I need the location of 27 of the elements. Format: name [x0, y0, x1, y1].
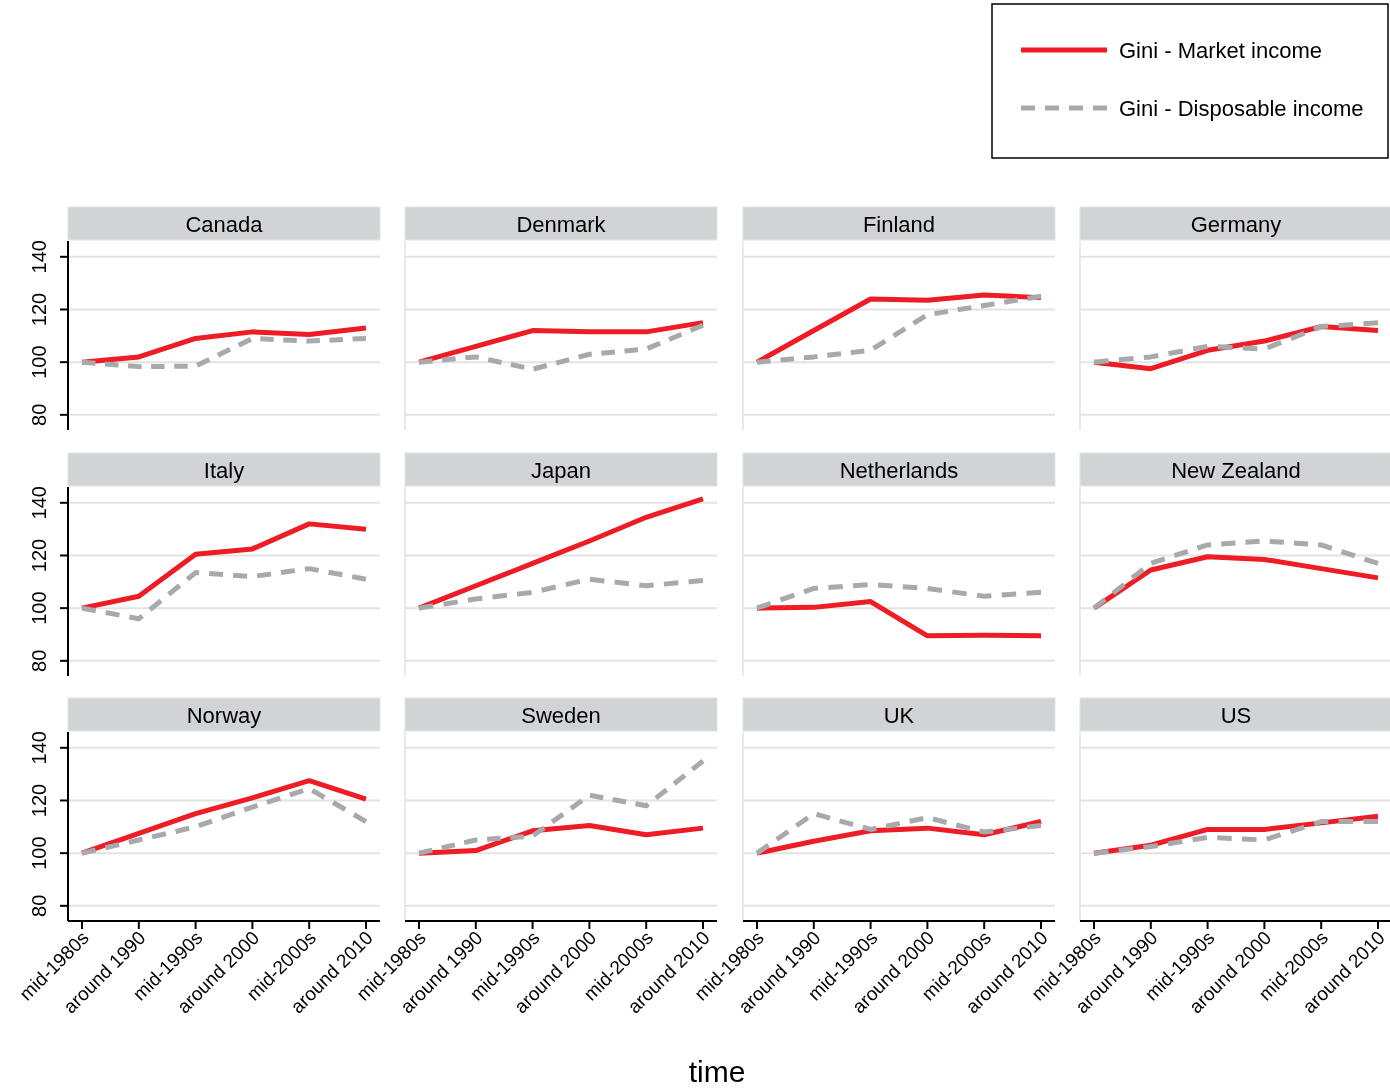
x-axis-title: time: [688, 1055, 746, 1088]
y-tick-label: 100: [28, 591, 50, 625]
y-tick-label: 140: [28, 731, 50, 765]
chart-title: Germany: [1190, 212, 1282, 237]
y-tick-label: 120: [28, 292, 50, 327]
chart-title: Finland: [862, 212, 936, 237]
chart-title: Norway: [186, 703, 262, 728]
chart-title: Denmark: [516, 212, 607, 237]
chart-title: Italy: [203, 458, 245, 483]
y-tick-label: 100: [28, 345, 50, 379]
y-tick-label: 120: [28, 783, 50, 818]
chart-title: UK: [883, 703, 915, 728]
y-tick-label: 140: [28, 240, 50, 274]
legend-label: Gini - Market income: [1119, 38, 1322, 63]
y-tick-label: 80: [28, 649, 50, 672]
y-tick-label: 80: [28, 894, 50, 917]
chart-title: Japan: [531, 458, 591, 483]
chart-title: US: [1220, 703, 1252, 728]
chart-title: Canada: [185, 212, 264, 237]
chart-title: New Zealand: [1171, 458, 1301, 483]
chart-title: Sweden: [521, 703, 601, 728]
chart-title: Netherlands: [839, 458, 959, 483]
y-tick-label: 120: [28, 538, 50, 573]
y-tick-label: 100: [28, 836, 50, 870]
y-tick-label: 140: [28, 486, 50, 520]
legend-label: Gini - Disposable income: [1119, 96, 1364, 121]
y-tick-label: 80: [28, 403, 50, 426]
